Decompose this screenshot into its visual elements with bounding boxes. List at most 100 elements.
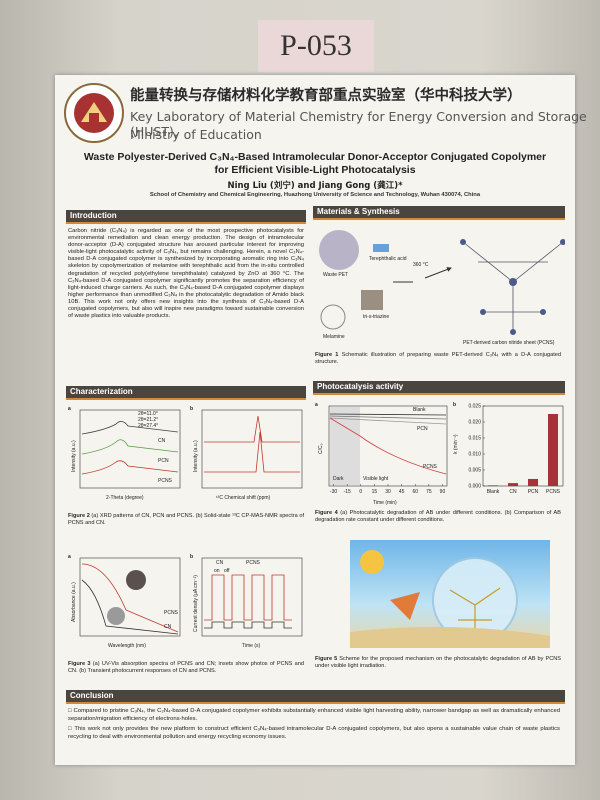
- axis-label: C/C₀: [318, 443, 324, 454]
- panel-label: b: [453, 402, 456, 408]
- title-cn: 能量转换与存储材料化学教育部重点实验室（华中科技大学）: [130, 88, 522, 104]
- annotation: on: [214, 568, 220, 574]
- panel-label: b: [190, 554, 193, 560]
- x-tick-label: 30: [385, 489, 391, 495]
- x-tick-label: 90: [440, 489, 446, 495]
- figure-4a: a Blank PCN PCNS Dark Visible light Time…: [315, 402, 448, 506]
- legend-label: 2θ=27.4°: [138, 423, 158, 429]
- axis-label: Absorbance (a.u.): [71, 582, 77, 622]
- poster: [55, 75, 575, 765]
- section-heading: Characterization: [66, 386, 306, 400]
- bullet-text: This work not only provides the new plat…: [68, 726, 560, 740]
- caption-text: (a) XRD patterns of CN, PCN and PCNS. (b…: [68, 513, 304, 526]
- section-heading: Introduction: [66, 210, 306, 224]
- plot-frame: [482, 405, 564, 487]
- bar: [508, 483, 518, 486]
- annotation: Visible light: [363, 476, 389, 482]
- figure-caption: Figure 3 (a) UV-Vis absorption spectra o…: [68, 661, 304, 675]
- curve-label: PCNS: [158, 478, 173, 484]
- axis-label: Time (s): [242, 643, 260, 649]
- panel-label: b: [190, 406, 193, 412]
- figure-label: tri-s-triazine: [363, 314, 389, 320]
- caption-label: Figure 4: [315, 510, 338, 516]
- panel-label: a: [68, 554, 71, 560]
- bar: [528, 478, 538, 486]
- y-tick-label: 0.005: [468, 468, 481, 474]
- title-en: Key Laboratory of Material Chemistry for…: [130, 109, 587, 139]
- figure-3: a PCNS CN Wavelength (nm) Absorbance (a.…: [68, 554, 303, 649]
- y-tick-label: 0.025: [468, 404, 481, 410]
- axis-label: Time (min): [373, 500, 397, 506]
- y-tick-label: 0.010: [468, 452, 481, 458]
- caption-label: Figure 3: [68, 661, 91, 667]
- x-tick-label: 45: [399, 489, 405, 495]
- axis-label: Current density (μA cm⁻²): [193, 575, 199, 632]
- panel-label: a: [68, 406, 71, 412]
- caption-label: Figure 5: [315, 656, 338, 662]
- caption-text: (a) Photocatalytic degradation of AB und…: [315, 510, 562, 523]
- figure-caption: Figure 5 Scheme for the proposed mechani…: [315, 656, 561, 670]
- figure-2: a 2θ=11.0° 2θ=21.2° 2θ=27.4° CN PCN PCNS…: [68, 406, 303, 501]
- affiliation: School of Chemistry and Chemical Enginee…: [149, 192, 481, 198]
- x-tick-label: PCN: [528, 489, 539, 495]
- x-tick-label: CN: [509, 489, 517, 495]
- annotation: Dark: [333, 476, 344, 482]
- figure-label: Melamine: [323, 334, 345, 340]
- board-number: P-053: [258, 20, 374, 72]
- axis-label: ¹³C Chemical shift (ppm): [216, 495, 271, 501]
- y-tick-label: 0.020: [468, 420, 481, 426]
- caption-label: Figure 1: [315, 352, 339, 358]
- legend-label: Blank: [413, 407, 426, 413]
- intro-text: Carbon nitride (C₃N₄) is regarded as one…: [68, 228, 304, 320]
- x-tick-label: 15: [372, 489, 378, 495]
- figure-caption: Figure 1 Schematic illustration of prepa…: [315, 352, 561, 366]
- x-tick-label: Blank: [487, 489, 500, 495]
- legend-label: PCN: [417, 426, 428, 432]
- figure-1: Waste PET Terephthalic acid Melamine tri…: [319, 230, 565, 346]
- caption-text: Schematic illustration of preparing wast…: [315, 352, 561, 365]
- annotation: off: [224, 568, 230, 574]
- figure-4b: b k (min⁻¹) 0.000 0.005 0.010 0.015 0.020 0.0…: [453, 402, 564, 495]
- section-heading: Photocatalysis activity: [313, 381, 565, 395]
- y-tick-label: 0.015: [468, 436, 481, 442]
- legend-label: 2θ=21.2°: [138, 417, 158, 423]
- poster-title: for Efficient Visible-Light Photocatalys…: [214, 164, 416, 176]
- legend-label: PCNS: [423, 464, 438, 470]
- x-tick-label: -30: [330, 489, 337, 495]
- logo: [64, 83, 124, 143]
- figure-label: Waste PET: [323, 272, 348, 278]
- authors: Ning Liu (刘宁) and Jiang Gong (龚江)*: [227, 181, 403, 191]
- axis-label: Intensity (a.u.): [193, 440, 199, 472]
- figure-caption: Figure 4 (a) Photocatalytic degradation …: [315, 510, 561, 524]
- x-tick-label: 60: [412, 489, 418, 495]
- figure-caption: Figure 2 (a) XRD patterns of CN, PCN and…: [68, 513, 304, 527]
- panel-label: a: [315, 402, 318, 408]
- axis-label: k (min⁻¹): [453, 434, 459, 454]
- x-tick-label: -15: [344, 489, 351, 495]
- x-tick-label: 75: [426, 489, 432, 495]
- section-heading: Materials & Synthesis: [313, 206, 565, 220]
- bullet-text: Compared to pristine C₃N₄, the C₃N₄-base…: [68, 708, 560, 722]
- axis-label: Wavelength (nm): [108, 643, 146, 649]
- figure-label: PET-derived carbon nitride sheet (PCNS): [463, 340, 555, 346]
- legend-label: CN: [216, 560, 224, 566]
- axis-label: Intensity (a.u.): [71, 440, 77, 472]
- figure-5: [350, 540, 550, 648]
- bar: [488, 485, 498, 486]
- x-tick-label: 0: [359, 489, 362, 495]
- curve-label: PCN: [158, 458, 169, 464]
- caption-text: (a) UV-Vis absorption spectra of PCNS an…: [68, 661, 304, 674]
- curve-label: CN: [164, 624, 172, 630]
- axis-label: 2-Theta (degree): [106, 495, 144, 501]
- caption-label: Figure 2: [68, 513, 90, 519]
- figure-label: 360 °C: [413, 262, 429, 268]
- bullet: □ Compared to pristine C₃N₄, the C₃N₄-ba…: [68, 708, 560, 722]
- caption-text: Scheme for the proposed mechanism on the…: [315, 656, 562, 669]
- legend-label: 2θ=11.0°: [138, 411, 158, 417]
- y-tick-label: 0.000: [468, 484, 481, 490]
- legend-label: PCNS: [246, 560, 261, 566]
- title-en: Ministry of Education: [130, 127, 262, 142]
- bullet: □ This work not only provides the new pl…: [68, 726, 560, 740]
- section-heading: Conclusion: [66, 690, 565, 704]
- curve-label: CN: [158, 438, 166, 444]
